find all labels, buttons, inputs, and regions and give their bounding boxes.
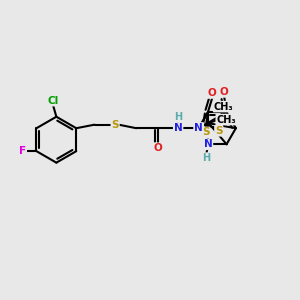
Text: H: H bbox=[174, 112, 182, 122]
Text: N: N bbox=[194, 123, 203, 133]
Text: F: F bbox=[19, 146, 26, 156]
Text: CH₃: CH₃ bbox=[216, 115, 236, 124]
Text: O: O bbox=[153, 143, 162, 153]
Text: N: N bbox=[194, 123, 203, 133]
Text: CH₃: CH₃ bbox=[214, 102, 233, 112]
Text: Cl: Cl bbox=[47, 95, 58, 106]
Text: N: N bbox=[204, 139, 212, 149]
Text: S: S bbox=[111, 120, 119, 130]
Text: O: O bbox=[220, 87, 229, 97]
Text: N: N bbox=[174, 123, 182, 133]
Text: H: H bbox=[202, 153, 211, 163]
Text: S: S bbox=[202, 128, 209, 137]
Text: S: S bbox=[215, 126, 223, 136]
Text: O: O bbox=[208, 88, 217, 98]
